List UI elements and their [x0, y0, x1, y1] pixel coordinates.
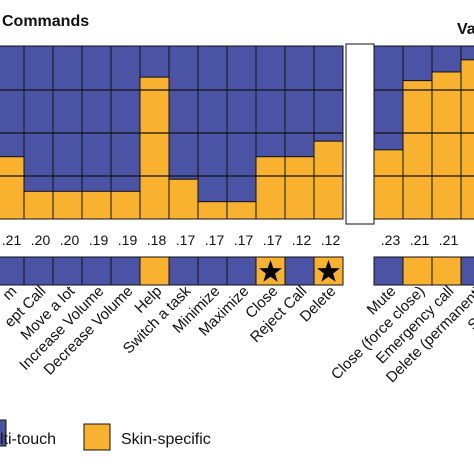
bar-skin-specific-segment [431, 71, 462, 220]
legend-label-skin-specific: Skin-specific [121, 431, 211, 448]
value-label: .19 [118, 232, 138, 248]
indicator-strip [0, 256, 474, 286]
bar-skin-specific-segment [460, 59, 474, 220]
strip-cell [139, 256, 170, 286]
value-label: .20 [31, 232, 51, 248]
bar-skin-specific-segment [226, 201, 257, 220]
bar-skin-specific-segment [402, 80, 433, 220]
legend-swatch-multi-touch [0, 419, 7, 447]
commands-group-title: Commands [2, 13, 89, 30]
value-labels: .21 .20 .20 .19 .19 .18 .17 .17 .17 .17 .12 .12 .23.… [2, 232, 459, 248]
legend-swatch-skin-specific [83, 423, 111, 451]
value-label: .17 [263, 232, 283, 248]
second-group-title: Va [457, 21, 474, 38]
value-label: .17 [234, 232, 254, 248]
value-label: .18 [147, 232, 167, 248]
value-label: .21 [439, 232, 459, 248]
group-separator-frame [345, 43, 375, 225]
strip-cell [460, 256, 474, 286]
bar-skin-specific-segment [81, 190, 112, 220]
bar-skin-specific-segment [0, 156, 25, 220]
strip-cell [197, 256, 228, 286]
bar-skin-specific-segment [197, 201, 228, 220]
value-label: .12 [292, 232, 312, 248]
group-separator [346, 44, 374, 224]
bar-skin-specific-segment [110, 190, 141, 220]
value-label: .20 [60, 232, 80, 248]
strip-cell [52, 256, 83, 286]
strip-cell [373, 256, 404, 286]
bar-skin-specific-segment [255, 156, 286, 220]
strip-cell [226, 256, 257, 286]
strip-cell [23, 256, 54, 286]
strip-cell [110, 256, 141, 286]
strip-cell [0, 256, 25, 286]
value-label: .23 [381, 232, 401, 248]
strip-cell [284, 256, 315, 286]
legend: lti-touch Skin-specific [0, 419, 211, 451]
value-label: .17 [205, 232, 225, 248]
bar-skin-specific-segment [52, 190, 83, 220]
star-icon [317, 260, 340, 282]
value-label: .21 [410, 232, 430, 248]
strip-cell [168, 256, 199, 286]
value-label: .21 [2, 232, 22, 248]
bar-skin-specific-segment [139, 76, 170, 220]
strip-cell [81, 256, 112, 286]
bar-skin-specific-segment [23, 190, 54, 220]
value-label: .17 [176, 232, 196, 248]
strip-cell [431, 256, 462, 286]
star-icon [259, 260, 282, 282]
bar-skin-specific-segment [313, 140, 344, 220]
value-label: .12 [321, 232, 341, 248]
legend-label-multi-touch: lti-touch [0, 431, 56, 448]
bar-skin-specific-segment [284, 156, 315, 220]
bar-skin-specific-segment [373, 149, 404, 220]
bar-skin-specific-segment [168, 178, 199, 220]
strip-cell [402, 256, 433, 286]
bar-area [0, 43, 474, 225]
category-label: m [0, 283, 20, 304]
value-label: .19 [89, 232, 109, 248]
